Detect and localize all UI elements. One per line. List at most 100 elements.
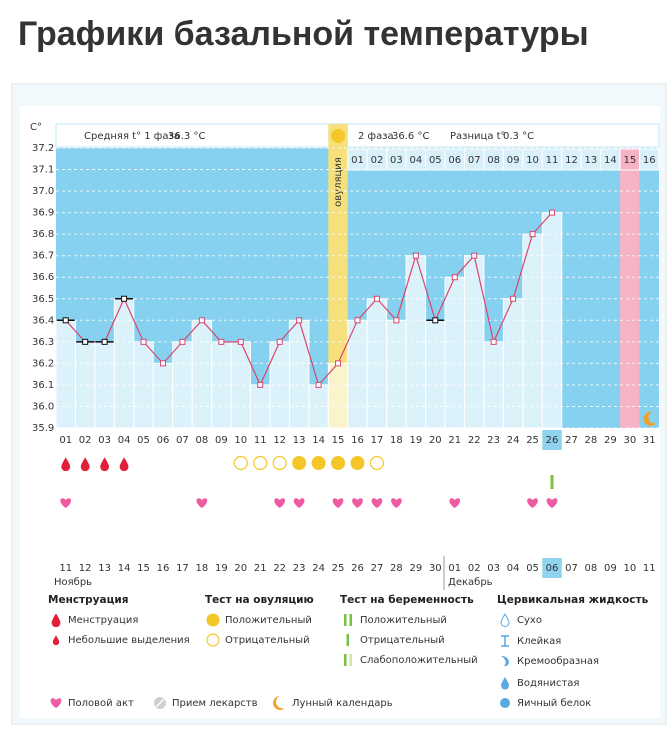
page-title: Графики базальной температуры — [18, 15, 589, 53]
heart-icon — [391, 498, 402, 508]
calendar-date: 16 — [157, 563, 170, 574]
cycle-day: 10 — [526, 155, 539, 166]
legend-item: Положительный — [360, 615, 447, 626]
legend-icon — [206, 633, 220, 647]
heart-icon — [449, 498, 461, 508]
cycle-day: 07 — [468, 155, 481, 166]
phase-header — [55, 123, 660, 148]
phase1-label: Средняя t° 1 фаза — [84, 131, 180, 142]
cycle-day: 04 — [409, 155, 422, 166]
ovulation-sun — [331, 129, 346, 143]
x-tick-label: 09 — [215, 435, 228, 446]
cycle-day: 01 — [351, 155, 364, 166]
x-tick-label: 18 — [390, 435, 403, 446]
legend-item: Водянистая — [517, 678, 579, 689]
temperature-point — [335, 360, 342, 367]
legend-item: Сухо — [517, 615, 542, 626]
ovulation-positive — [292, 456, 307, 470]
temperature-point — [549, 209, 556, 216]
phase1-value: 36.3 °C — [168, 131, 205, 142]
calendar-date: 06 — [546, 563, 559, 574]
legend-icon — [500, 613, 510, 627]
legend-icon — [501, 677, 509, 690]
ovulation-negative — [369, 455, 385, 471]
cycle-day: 05 — [429, 155, 442, 166]
temperature-bar — [444, 276, 465, 429]
calendar-date: 11 — [59, 563, 72, 574]
y-tick-label: 36.3 — [32, 337, 54, 348]
legend-icon — [349, 654, 352, 666]
pregnancy-positive — [550, 475, 554, 489]
legend-item: Менструация — [68, 615, 138, 626]
x-tick-label: 19 — [409, 435, 422, 446]
heart-icon — [60, 498, 72, 508]
legend-icon — [346, 634, 349, 646]
calendar-date: 11 — [643, 563, 656, 574]
x-tick-label: 05 — [137, 435, 150, 446]
calendar-date: 27 — [371, 563, 384, 574]
temperature-point — [393, 317, 400, 324]
y-tick-label: 35.9 — [32, 423, 54, 434]
temperature-bar — [308, 384, 329, 429]
cycle-day: 06 — [448, 155, 461, 166]
temperature-bar — [191, 319, 213, 429]
x-tick-label: 17 — [371, 435, 384, 446]
x-tick-label: 04 — [118, 435, 131, 446]
cycle-day: 11 — [546, 155, 559, 166]
x-tick-label: 03 — [98, 435, 111, 446]
legend-item: Слабоположительный — [360, 655, 478, 666]
heart-icon — [332, 498, 344, 508]
temperature-bar — [522, 233, 543, 429]
temperature-point — [412, 252, 419, 259]
legend-item: Яичный белок — [517, 698, 591, 709]
temperature-point — [451, 274, 458, 281]
x-tick-label: 22 — [468, 435, 481, 446]
calendar-date: 05 — [526, 563, 539, 574]
y-tick-label: 36.1 — [32, 380, 54, 391]
y-tick-label: 36.9 — [32, 208, 54, 219]
y-tick-label: 36.2 — [32, 358, 54, 369]
cycle-day: 14 — [604, 155, 617, 166]
month-label: Декабрь — [448, 577, 493, 588]
y-tick-label: 36.7 — [32, 251, 54, 262]
y-tick-label: 36.0 — [32, 401, 54, 412]
calendar-date: 21 — [254, 563, 267, 574]
temperature-point — [237, 338, 244, 345]
ovulation-negative — [253, 455, 268, 471]
x-tick-label: 13 — [293, 435, 306, 446]
legend-icon — [501, 656, 509, 667]
legend-icon — [206, 613, 220, 627]
y-tick-label: 37.1 — [32, 165, 54, 176]
calendar-date: 04 — [507, 563, 520, 574]
temperature-point — [296, 317, 303, 324]
cycle-day: 03 — [390, 155, 403, 166]
calendar-highlight — [542, 558, 562, 578]
calendar-date: 29 — [409, 563, 422, 574]
ovulation-positive — [331, 456, 346, 470]
calendar-date: 01 — [448, 563, 461, 574]
x-tick-label: 28 — [585, 435, 598, 446]
temperature-bar — [74, 341, 96, 429]
y-unit: C° — [30, 122, 42, 133]
calendar-date: 26 — [351, 563, 364, 574]
calendar-date: 19 — [215, 563, 228, 574]
x-tick-label: 11 — [254, 435, 267, 446]
temperature-point — [373, 295, 380, 302]
calendar-date: 22 — [273, 563, 286, 574]
x-tick-label: 25 — [526, 435, 539, 446]
cycle-day: 09 — [507, 155, 520, 166]
temperature-point — [510, 295, 517, 302]
legend-item: Отрицательный — [360, 635, 445, 646]
calendar-date: 13 — [98, 563, 111, 574]
cycle-day: 16 — [643, 155, 656, 166]
temperature-point — [257, 381, 264, 388]
cycle-day: 12 — [565, 155, 578, 166]
calendar-date: 25 — [332, 563, 345, 574]
calendar-date: 20 — [234, 563, 247, 574]
x-tick-label: 29 — [604, 435, 617, 446]
ovulation-label: овуляция — [333, 157, 344, 207]
x-tick-label: 14 — [312, 435, 325, 446]
heart-icon — [50, 698, 62, 708]
legend-header: Тест на беременность — [340, 594, 474, 606]
